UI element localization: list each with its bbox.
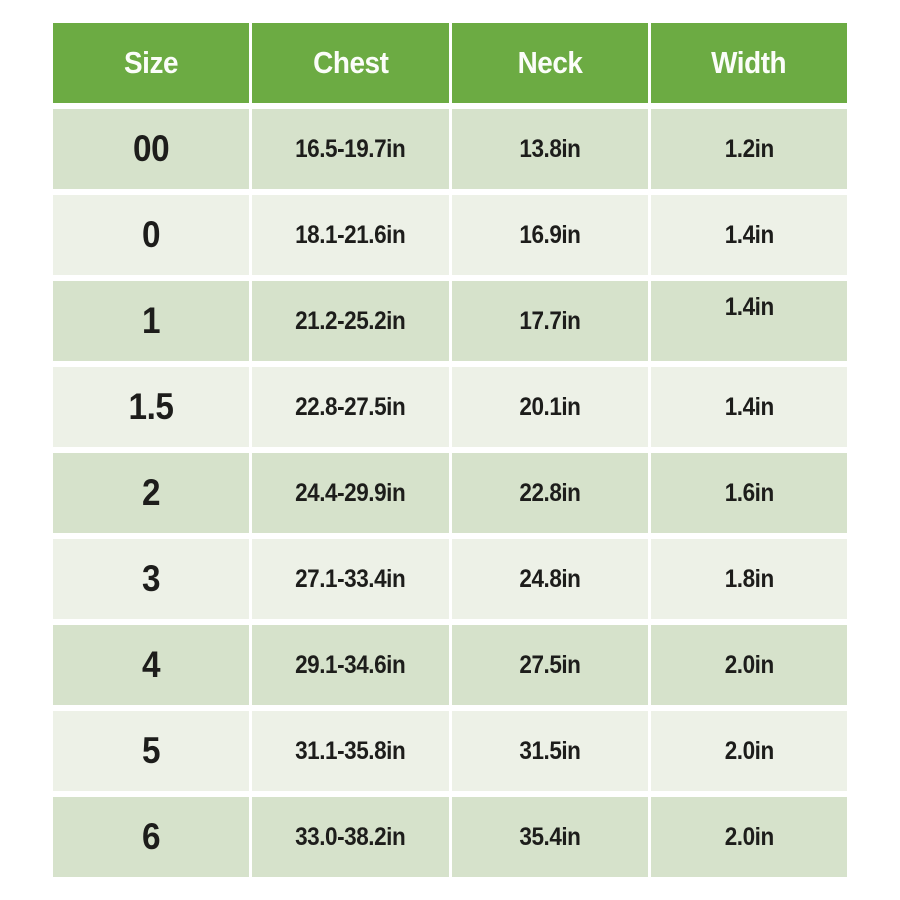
cell-value: 20.1in	[519, 392, 581, 421]
cell-value: 1.6in	[724, 478, 774, 507]
cell-chest-row-2: 21.2-25.2in	[252, 281, 449, 361]
cell-neck-row-3: 20.1in	[451, 367, 648, 447]
cell-value: 3	[142, 558, 161, 599]
cell-value: 0	[142, 214, 161, 255]
cell-value: 16.5-19.7in	[295, 134, 406, 163]
cell-width-row-4: 1.6in	[650, 453, 847, 533]
cell-value: 1	[142, 300, 161, 341]
column-header-label: Width	[711, 45, 787, 80]
cell-width-row-0: 1.2in	[650, 109, 847, 189]
cell-value: 1.4in	[724, 392, 774, 421]
cell-value: 1.2in	[724, 134, 774, 163]
cell-value: 2.0in	[724, 822, 774, 851]
column-header-chest: Chest	[252, 23, 449, 103]
cell-chest-row-6: 29.1-34.6in	[252, 625, 449, 705]
cell-value: 27.1-33.4in	[295, 564, 406, 593]
cell-value: 00	[133, 128, 170, 169]
cell-value: 31.5in	[519, 736, 581, 765]
cell-value: 4	[142, 644, 161, 685]
column-header-label: Chest	[312, 45, 389, 80]
cell-size-row-2: 1	[53, 281, 250, 361]
cell-chest-row-5: 27.1-33.4in	[252, 539, 449, 619]
cell-value: 18.1-21.6in	[295, 220, 406, 249]
cell-width-row-2: 1.4in	[650, 281, 847, 361]
cell-value: 22.8in	[519, 478, 581, 507]
cell-neck-row-0: 13.8in	[451, 109, 648, 189]
cell-width-row-7: 2.0in	[650, 711, 847, 791]
cell-chest-row-7: 31.1-35.8in	[252, 711, 449, 791]
cell-size-row-1: 0	[53, 195, 250, 275]
cell-width-row-3: 1.4in	[650, 367, 847, 447]
cell-value: 16.9in	[519, 220, 581, 249]
cell-chest-row-4: 24.4-29.9in	[252, 453, 449, 533]
cell-neck-row-4: 22.8in	[451, 453, 648, 533]
column-header-width: Width	[650, 23, 847, 103]
cell-neck-row-5: 24.8in	[451, 539, 648, 619]
cell-value: 21.2-25.2in	[295, 306, 406, 335]
cell-width-row-5: 1.8in	[650, 539, 847, 619]
cell-value: 1.5	[128, 386, 174, 427]
cell-width-row-1: 1.4in	[650, 195, 847, 275]
cell-value: 31.1-35.8in	[295, 736, 406, 765]
cell-value: 6	[142, 816, 161, 857]
cell-neck-row-6: 27.5in	[451, 625, 648, 705]
column-header-label: Neck	[517, 45, 583, 80]
cell-size-row-5: 3	[53, 539, 250, 619]
column-header-size: Size	[53, 23, 250, 103]
cell-value: 24.8in	[519, 564, 581, 593]
size-chart-table: Size Chest Neck Width 00 16.5-19.7in 13.8i…	[53, 23, 847, 877]
cell-value: 1.4in	[724, 220, 774, 249]
cell-size-row-6: 4	[53, 625, 250, 705]
cell-value: 2.0in	[724, 736, 774, 765]
cell-width-row-6: 2.0in	[650, 625, 847, 705]
cell-size-row-3: 1.5	[53, 367, 250, 447]
cell-size-row-8: 6	[53, 797, 250, 877]
cell-value: 2	[142, 472, 161, 513]
cell-neck-row-2: 17.7in	[451, 281, 648, 361]
cell-value: 13.8in	[519, 134, 581, 163]
cell-value: 27.5in	[519, 650, 581, 679]
cell-chest-row-1: 18.1-21.6in	[252, 195, 449, 275]
cell-chest-row-3: 22.8-27.5in	[252, 367, 449, 447]
cell-value: 29.1-34.6in	[295, 650, 406, 679]
cell-size-row-4: 2	[53, 453, 250, 533]
cell-value: 1.8in	[724, 564, 774, 593]
cell-size-row-7: 5	[53, 711, 250, 791]
cell-value: 5	[142, 730, 161, 771]
cell-value: 33.0-38.2in	[295, 822, 406, 851]
cell-neck-row-7: 31.5in	[451, 711, 648, 791]
cell-neck-row-1: 16.9in	[451, 195, 648, 275]
column-header-label: Size	[124, 45, 179, 80]
cell-value: 22.8-27.5in	[295, 392, 406, 421]
cell-value: 17.7in	[519, 306, 581, 335]
cell-value: 2.0in	[724, 650, 774, 679]
cell-size-row-0: 00	[53, 109, 250, 189]
cell-chest-row-0: 16.5-19.7in	[252, 109, 449, 189]
cell-chest-row-8: 33.0-38.2in	[252, 797, 449, 877]
cell-value: 24.4-29.9in	[295, 478, 406, 507]
cell-value: 35.4in	[519, 822, 581, 851]
cell-value: 1.4in	[724, 293, 774, 321]
cell-width-row-8: 2.0in	[650, 797, 847, 877]
column-header-neck: Neck	[451, 23, 648, 103]
cell-neck-row-8: 35.4in	[451, 797, 648, 877]
